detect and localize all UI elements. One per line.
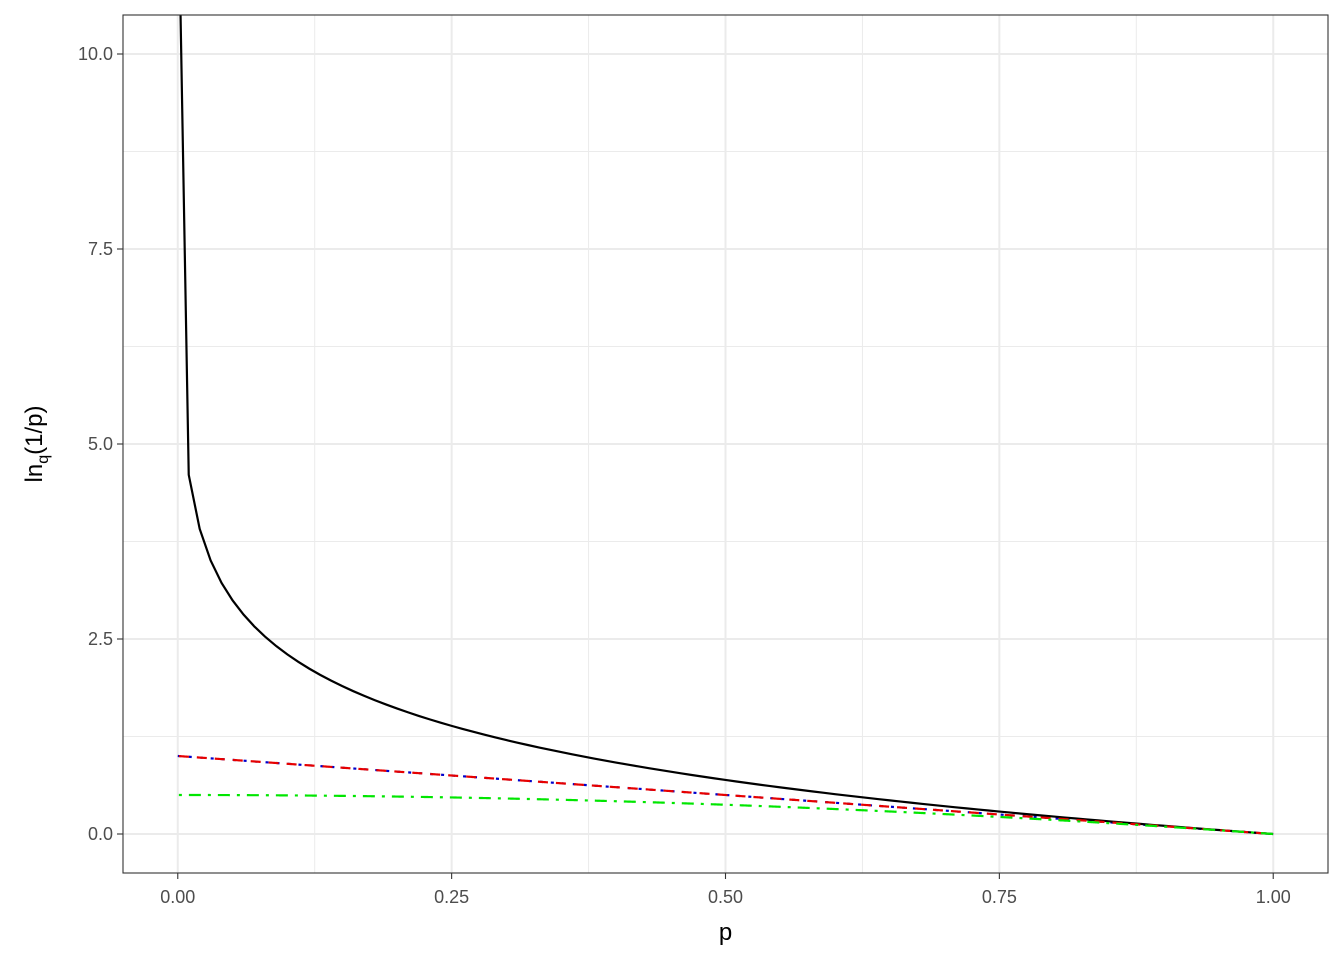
x-tick-label: 0.25 bbox=[434, 887, 469, 907]
x-tick-label: 0.75 bbox=[982, 887, 1017, 907]
x-tick-label: 1.00 bbox=[1256, 887, 1291, 907]
y-tick-label: 7.5 bbox=[88, 239, 113, 259]
y-axis-ticks: 0.0 2.5 5.0 7.5 10.0 bbox=[78, 44, 123, 844]
y-tick-label: 5.0 bbox=[88, 434, 113, 454]
series-line-q2 bbox=[178, 754, 1274, 836]
y-axis-title-rest: (1/p) bbox=[21, 406, 48, 455]
x-tick-label: 0.50 bbox=[708, 887, 743, 907]
y-axis-title-base: ln bbox=[21, 464, 48, 483]
y-tick-label: 10.0 bbox=[78, 44, 113, 64]
x-axis-ticks: 0.00 0.25 0.50 0.75 1.00 bbox=[160, 873, 1291, 907]
series-layer bbox=[177, 15, 1274, 836]
y-axis-title: lnq(1/p) bbox=[21, 406, 52, 483]
y-tick-label: 2.5 bbox=[88, 629, 113, 649]
series-line-q1 bbox=[179, 15, 1274, 836]
y-tick-label: 0.0 bbox=[88, 824, 113, 844]
grid-major bbox=[123, 15, 1328, 873]
y-axis-title-subscript: q bbox=[35, 455, 52, 464]
x-axis-title: p bbox=[719, 919, 732, 946]
series-line-q3 bbox=[178, 793, 1274, 836]
x-tick-label: 0.00 bbox=[160, 887, 195, 907]
